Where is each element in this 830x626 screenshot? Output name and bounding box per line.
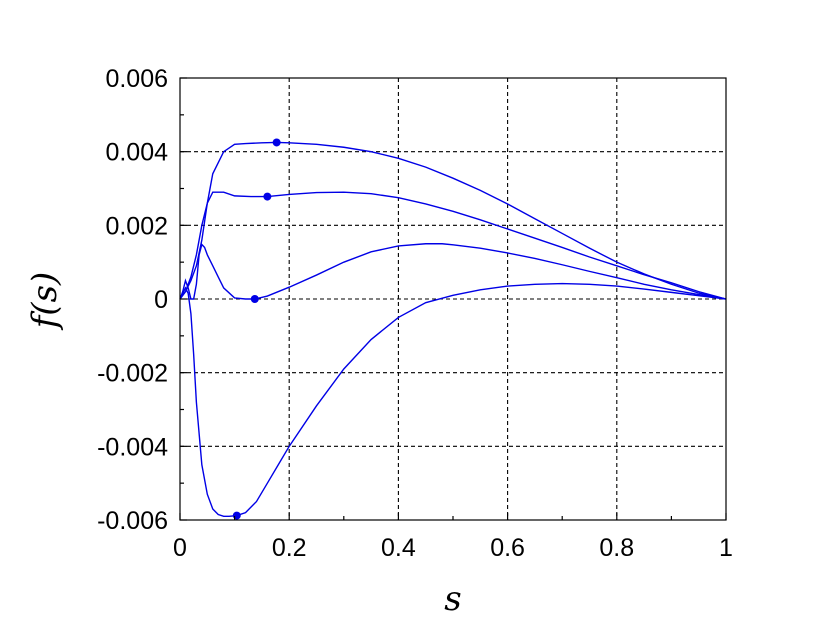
y-tick-label: -0.006 (97, 507, 168, 535)
x-tick-labels: 0 0.2 0.4 0.6 0.8 1 (173, 534, 733, 562)
x-tick-label: 0.6 (490, 534, 525, 562)
series-marker-1 (272, 138, 281, 147)
series-line-4 (179, 282, 727, 518)
series-marker-2 (263, 192, 272, 201)
axis-ticks (179, 77, 727, 521)
series-layer (179, 138, 727, 520)
x-axis-title: s (444, 579, 461, 619)
series-marker-4 (232, 511, 241, 520)
series-line-1 (179, 141, 727, 300)
series-marker-3 (250, 295, 259, 303)
x-tick-label: 0.2 (272, 534, 307, 562)
y-tick-label: -0.002 (97, 360, 168, 388)
x-tick-label: 0 (173, 534, 187, 562)
y-tick-label: 0.002 (105, 212, 168, 240)
x-tick-label: 1 (719, 534, 733, 562)
y-tick-label: 0 (154, 286, 168, 314)
y-tick-label: 0.004 (105, 139, 168, 167)
x-tick-label: 0.4 (381, 534, 416, 562)
y-tick-label: 0.006 (105, 65, 168, 93)
y-tick-labels: 0.006 0.004 0.002 0 -0.002 -0.004 -0.006 (97, 65, 168, 535)
grid-lines (180, 78, 726, 520)
x-tick-label: 0.8 (599, 534, 634, 562)
y-tick-label: -0.004 (97, 433, 168, 461)
series-line-3 (179, 243, 727, 300)
y-axis-title: f(s) (25, 272, 65, 332)
series-line-2 (179, 191, 727, 300)
